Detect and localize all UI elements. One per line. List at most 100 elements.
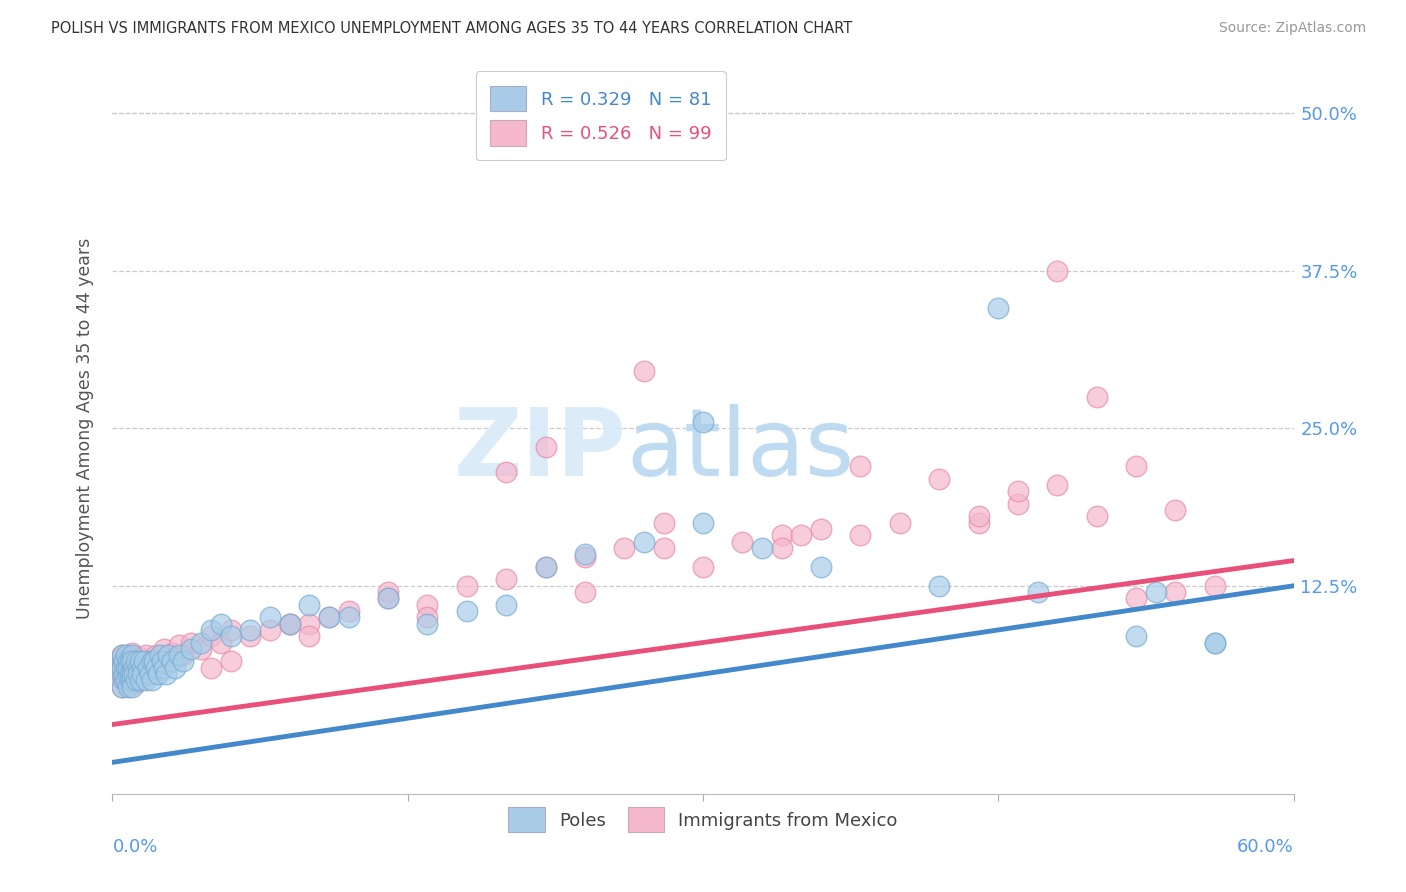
Point bbox=[298, 629, 321, 643]
Point bbox=[1007, 484, 1029, 499]
Point bbox=[135, 673, 157, 688]
Point bbox=[967, 516, 990, 530]
Point bbox=[1046, 263, 1069, 277]
Point bbox=[111, 661, 134, 675]
Point bbox=[111, 671, 134, 685]
Point bbox=[121, 667, 143, 681]
Point bbox=[111, 667, 134, 681]
Point bbox=[692, 516, 714, 530]
Point bbox=[111, 680, 134, 694]
Point bbox=[111, 655, 134, 669]
Point bbox=[652, 516, 675, 530]
Point bbox=[127, 661, 149, 675]
Point bbox=[129, 661, 152, 675]
Point bbox=[115, 661, 138, 675]
Point bbox=[112, 667, 135, 681]
Point bbox=[318, 610, 340, 624]
Point bbox=[1164, 503, 1187, 517]
Point bbox=[298, 598, 321, 612]
Point bbox=[131, 661, 153, 675]
Point bbox=[136, 661, 159, 675]
Point bbox=[129, 655, 152, 669]
Point bbox=[117, 655, 139, 669]
Point bbox=[121, 661, 143, 675]
Point bbox=[121, 667, 143, 681]
Point bbox=[110, 663, 132, 677]
Point bbox=[574, 547, 596, 561]
Point bbox=[120, 655, 142, 669]
Point bbox=[149, 648, 172, 662]
Point bbox=[495, 465, 517, 479]
Point bbox=[534, 440, 557, 454]
Point bbox=[692, 415, 714, 429]
Point bbox=[928, 472, 950, 486]
Point bbox=[337, 604, 360, 618]
Point bbox=[111, 663, 134, 677]
Point bbox=[125, 655, 148, 669]
Point bbox=[110, 650, 132, 665]
Point bbox=[209, 616, 232, 631]
Point bbox=[200, 629, 222, 643]
Point bbox=[219, 655, 242, 669]
Point bbox=[120, 667, 142, 681]
Point bbox=[377, 591, 399, 606]
Point bbox=[121, 680, 143, 694]
Point bbox=[165, 661, 187, 675]
Point bbox=[1204, 635, 1226, 649]
Text: Source: ZipAtlas.com: Source: ZipAtlas.com bbox=[1219, 21, 1367, 36]
Point bbox=[115, 648, 138, 662]
Point bbox=[928, 579, 950, 593]
Text: atlas: atlas bbox=[626, 404, 855, 496]
Point bbox=[1204, 635, 1226, 649]
Point bbox=[219, 629, 242, 643]
Point bbox=[132, 663, 155, 677]
Point bbox=[849, 458, 872, 473]
Point bbox=[121, 648, 143, 662]
Point bbox=[146, 667, 169, 681]
Point bbox=[219, 623, 242, 637]
Point bbox=[298, 616, 321, 631]
Point bbox=[889, 516, 911, 530]
Point bbox=[117, 661, 139, 675]
Point bbox=[136, 667, 159, 681]
Point bbox=[149, 661, 172, 675]
Point bbox=[139, 667, 162, 681]
Point bbox=[155, 667, 177, 681]
Point bbox=[495, 598, 517, 612]
Point bbox=[1007, 497, 1029, 511]
Point bbox=[259, 623, 281, 637]
Point bbox=[1026, 585, 1049, 599]
Point bbox=[172, 655, 194, 669]
Point bbox=[416, 616, 439, 631]
Point bbox=[111, 648, 134, 662]
Point bbox=[120, 673, 142, 688]
Point bbox=[259, 610, 281, 624]
Point bbox=[613, 541, 636, 555]
Point bbox=[112, 673, 135, 688]
Point bbox=[117, 667, 139, 681]
Point bbox=[165, 650, 187, 665]
Point bbox=[111, 648, 134, 662]
Point bbox=[278, 616, 301, 631]
Point bbox=[141, 655, 163, 669]
Point bbox=[377, 591, 399, 606]
Point bbox=[135, 648, 157, 662]
Point bbox=[200, 661, 222, 675]
Point bbox=[127, 655, 149, 669]
Point bbox=[112, 655, 135, 669]
Point bbox=[145, 661, 167, 675]
Point bbox=[495, 573, 517, 587]
Point bbox=[633, 364, 655, 378]
Point bbox=[1085, 390, 1108, 404]
Point bbox=[115, 673, 138, 688]
Point bbox=[652, 541, 675, 555]
Point bbox=[125, 663, 148, 677]
Point bbox=[141, 655, 163, 669]
Point bbox=[131, 650, 153, 665]
Point bbox=[129, 673, 152, 688]
Point bbox=[200, 623, 222, 637]
Point bbox=[122, 650, 145, 665]
Point bbox=[156, 655, 179, 669]
Point bbox=[121, 661, 143, 675]
Point bbox=[633, 534, 655, 549]
